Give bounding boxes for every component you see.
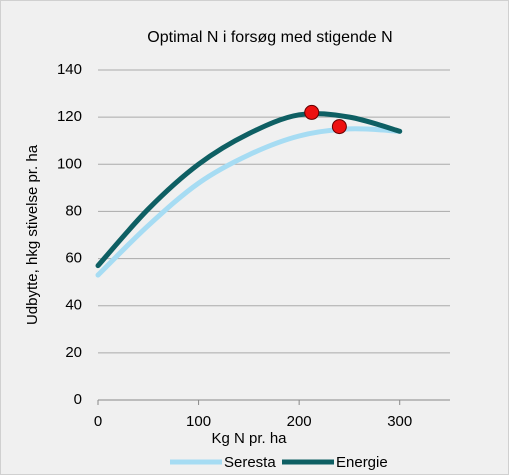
x-tick-label: 100 [186,413,211,430]
legend-label: Seresta [224,454,276,471]
legend-label: Energie [336,454,388,471]
y-tick-label: 40 [65,297,82,314]
y-tick-label: 0 [74,391,82,408]
optimum-marker [331,119,347,135]
y-tick-label: 100 [57,155,82,172]
line-series [95,111,403,269]
y-tick-label: 80 [65,202,82,219]
optimum-marker [304,104,320,120]
y-axis-label: Udbytte, hkg stivelse pr. ha [24,144,41,325]
x-tick-label: 300 [387,413,412,430]
x-axis-label: Kg N pr. ha [211,430,287,447]
line-series [95,126,403,278]
x-tick-label: 200 [287,413,312,430]
y-tick-label: 60 [65,250,82,267]
y-tick-label: 20 [65,344,82,361]
x-tick-label: 0 [94,413,102,430]
y-tick-label: 140 [57,61,82,78]
chart-title: Optimal N i forsøg med stigende N [147,29,392,46]
y-tick-label: 120 [57,108,82,125]
